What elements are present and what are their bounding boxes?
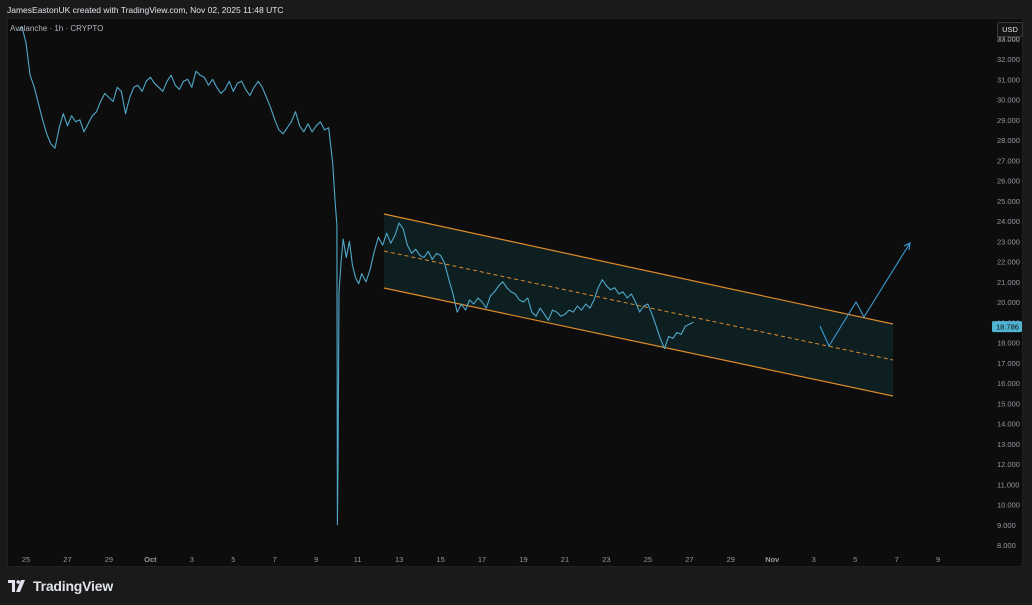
y-axis-tick-label: 15.000 <box>997 399 1020 408</box>
symbol-label: Avalanche · 1h · CRYPTO <box>10 24 104 33</box>
tradingview-logo-icon <box>8 580 25 592</box>
x-axis-tick-label: 11 <box>354 555 362 564</box>
x-axis-tick-label: 25 <box>22 555 30 564</box>
x-axis-tick-label: 7 <box>273 555 277 564</box>
x-axis-tick-label: 17 <box>478 555 486 564</box>
x-axis-tick-label: 21 <box>561 555 569 564</box>
y-axis-tick-label: 14.000 <box>997 420 1020 429</box>
x-axis-tick-label: Nov <box>765 555 780 564</box>
y-axis-tick-label: 32.000 <box>997 55 1020 64</box>
x-axis-tick-label: 9 <box>314 555 318 564</box>
channel-midline <box>383 250 894 361</box>
current-price-label: 18.786 <box>996 323 1019 332</box>
x-axis-tick-label: 5 <box>853 555 857 564</box>
y-axis-tick-label: 24.000 <box>997 217 1020 226</box>
y-axis-tick-label: 18.000 <box>997 339 1020 348</box>
x-axis-tick-label: 25 <box>644 555 652 564</box>
x-axis-tick-label: Oct <box>144 555 157 564</box>
currency-selector[interactable]: USD <box>997 22 1023 37</box>
current-price-marker <box>992 321 1022 333</box>
x-axis-tick-label: 27 <box>685 555 693 564</box>
x-axis-tick-label: 5 <box>231 555 235 564</box>
y-axis-tick-label: 12.000 <box>997 460 1020 469</box>
y-axis-tick-label: 29.000 <box>997 116 1020 125</box>
y-axis-tick-label: 22.000 <box>997 258 1020 267</box>
x-axis-tick-label: 19 <box>519 555 527 564</box>
y-axis-tick-label: 9.000 <box>997 521 1016 530</box>
x-axis-tick-label: 3 <box>812 555 816 564</box>
header-bar: JamesEastonUK created with TradingView.c… <box>0 0 1032 18</box>
x-axis-tick-label: 13 <box>395 555 403 564</box>
x-axis-tick-label: 3 <box>190 555 194 564</box>
footer-bar <box>0 567 1032 605</box>
y-axis-tick-label: 33.000 <box>997 34 1020 43</box>
x-axis-tick-label: 27 <box>63 555 71 564</box>
x-axis-tick-label: 9 <box>936 555 940 564</box>
x-axis-tick-label: 7 <box>895 555 899 564</box>
x-axis-tick-label: 29 <box>105 555 113 564</box>
y-axis-tick-label: 27.000 <box>997 156 1020 165</box>
y-axis-tick-label: 21.000 <box>997 278 1020 287</box>
y-axis-tick-label: 33.000 <box>997 35 1020 44</box>
y-axis-tick-label: 23.000 <box>997 237 1020 246</box>
y-axis-tick-label: 10.000 <box>997 501 1020 510</box>
y-axis-tick-label: 25.000 <box>997 197 1020 206</box>
x-axis-tick-label: 29 <box>727 555 735 564</box>
y-axis-tick-label: 30.000 <box>997 96 1020 105</box>
tradingview-logo: TradingView <box>8 577 113 595</box>
chart-credit: JamesEastonUK created with TradingView.c… <box>7 5 284 15</box>
channel-upper-line <box>383 213 894 325</box>
projection-path <box>819 242 911 348</box>
y-axis-tick-label: 17.000 <box>997 359 1020 368</box>
y-axis-tick-label: 16.000 <box>997 379 1020 388</box>
y-axis-tick-label: 26.000 <box>997 177 1020 186</box>
price-line <box>18 26 694 526</box>
y-axis-tick-label: 13.000 <box>997 440 1020 449</box>
y-axis-tick-label: 11.000 <box>997 480 1019 489</box>
y-axis-tick-label: 31.000 <box>997 75 1020 84</box>
projection-arrowhead <box>903 242 911 251</box>
y-axis-tick-label: 28.000 <box>997 136 1020 145</box>
channel-lower-line <box>383 287 894 397</box>
y-axis-tick-label: 20.000 <box>997 298 1020 307</box>
x-axis-tick-label: 23 <box>602 555 610 564</box>
y-axis-tick-label: 8.000 <box>997 541 1016 550</box>
tradingview-logo-text: TradingView <box>33 578 114 594</box>
x-axis-tick-label: 15 <box>436 555 444 564</box>
